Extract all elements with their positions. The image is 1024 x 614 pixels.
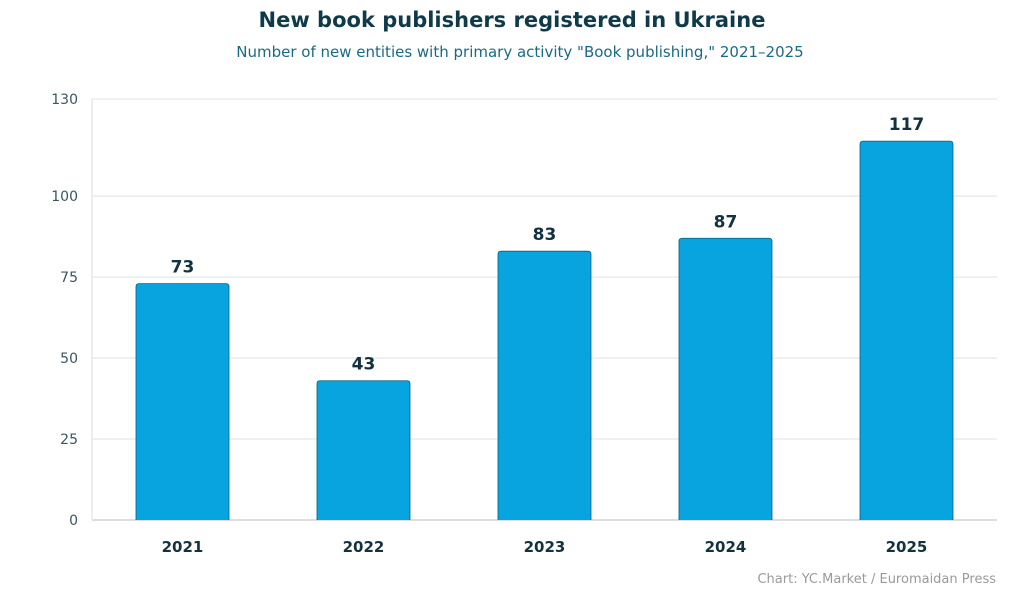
y-tick-label: 75 — [60, 270, 78, 286]
bar-2024 — [678, 237, 773, 520]
bar-2025 — [859, 140, 954, 520]
y-tick-label: 0 — [69, 513, 78, 529]
bar-2023 — [497, 250, 592, 520]
chart-title: New book publishers registered in Ukrain… — [258, 8, 766, 32]
bar-2022 — [316, 380, 411, 520]
x-tick-label: 2025 — [886, 538, 928, 556]
chart-subtitle: Number of new entities with primary acti… — [236, 43, 804, 61]
y-tick-label: 50 — [60, 351, 78, 367]
x-tick-label: 2021 — [162, 538, 204, 556]
y-tick-label: 25 — [60, 432, 78, 448]
x-tick-label: 2023 — [524, 538, 566, 556]
x-tick-label: 2022 — [343, 538, 385, 556]
bar-2021 — [135, 283, 230, 520]
chart-source: Chart: YC.Market / Euromaidan Press — [757, 572, 996, 587]
data-label: 73 — [171, 258, 195, 278]
data-label: 87 — [714, 212, 738, 232]
y-tick-label: 100 — [51, 189, 78, 205]
data-label: 117 — [889, 115, 925, 135]
y-tick-label: 130 — [51, 92, 78, 108]
data-label: 43 — [352, 355, 376, 375]
data-label: 83 — [533, 225, 557, 245]
x-tick-label: 2024 — [705, 538, 747, 556]
